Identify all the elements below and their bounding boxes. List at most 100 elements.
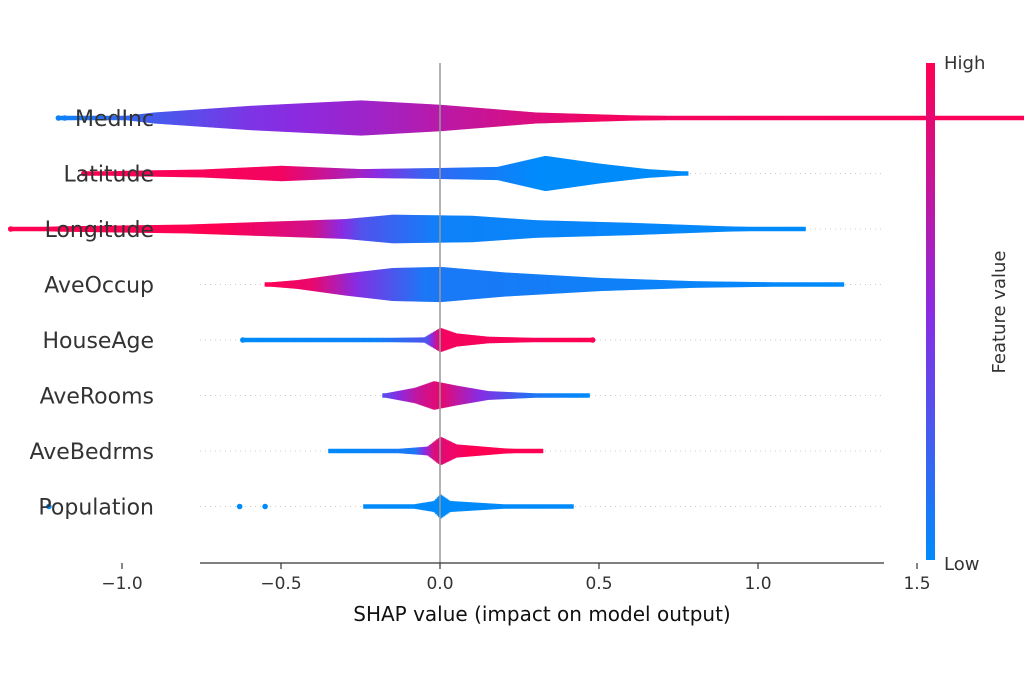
violin-slice [557,113,560,123]
violin-slice [601,222,604,236]
violin-slice [768,115,771,121]
violin-slice [362,271,365,298]
violin-slice [214,223,217,235]
violin-slice [164,224,167,234]
violin-slice [551,156,554,191]
violin-slice [321,167,324,180]
violin-slice [365,169,368,178]
violin-slice [429,333,432,347]
violin-slice [509,110,512,126]
violin-slice [302,337,305,343]
violin-slice [397,390,400,401]
violin-slice [962,115,965,121]
violin-slice [872,115,875,121]
violin-slice [474,269,477,300]
violin-slice [77,226,80,232]
violin-slice [266,105,269,131]
violin-slice [446,383,449,408]
violin-slice [425,383,428,408]
violin-slice [401,102,404,134]
violin-slice [78,115,81,121]
violin-slice [416,168,419,179]
violin-slice [37,226,40,232]
violin-slice [684,115,687,121]
violin-slice [60,115,63,121]
violin-slice [414,337,417,343]
violin-slice [612,114,615,122]
violin-slice [638,168,641,179]
violin-slice [396,504,399,509]
violin-slice [972,115,975,121]
violin-slice [390,168,393,179]
violin-slice [596,163,599,184]
violin-slice [574,221,577,237]
violin-slice [193,224,196,234]
violin-slice [92,115,95,121]
violin-slice [483,336,486,344]
violin-slice [597,114,600,122]
violin-slice [715,225,718,233]
violin-slice [582,276,585,293]
violin-slice [518,111,521,125]
violin-slice [683,171,686,176]
violin-slice [313,220,316,238]
violin-slice [448,500,451,513]
violin-slice [678,171,681,176]
violin-slice [819,282,822,287]
violin-slice [789,282,792,287]
violin-slice [116,225,119,233]
violin-slice [283,221,286,237]
violin-slice [566,276,569,293]
violin-slice [423,103,426,133]
outlier-point [46,503,52,510]
violin-slice [686,171,689,176]
violin-slice [106,225,109,233]
violin-slice [80,226,83,232]
violin-slice [579,276,582,293]
violin-slice [510,504,513,509]
violin-slice [549,156,552,191]
violin-slice [65,226,68,232]
violin-slice [415,387,418,404]
violin-slice [312,167,315,180]
violin-slice [505,218,508,240]
violin-slice [837,115,840,121]
violin-slice [491,108,494,128]
violin-slice [552,157,555,190]
violin-slice [126,115,129,121]
violin-slice [539,448,542,454]
violin-slice [470,167,473,180]
violin-slice [674,115,677,121]
violin-slice [759,282,762,287]
violin-slice [500,448,503,454]
violin-slice [487,503,490,510]
violin-slice [363,100,366,136]
violin-slice [470,269,473,300]
violin-slice [371,270,374,299]
violin-slice [317,220,320,238]
violin-slice [569,337,572,343]
violin-slice [449,167,452,180]
violin-slice [363,271,366,298]
violin-slice [588,277,591,292]
violin-slice [359,448,362,454]
violin-slice [340,219,343,239]
violin-slice [669,170,672,177]
violin-slice [461,268,464,301]
violin-slice [884,115,887,121]
violin-slice [986,115,989,121]
violin-slice [368,270,371,299]
violin-slice [828,115,831,121]
violin-slice [525,160,528,187]
violin-slice [87,115,90,121]
violin-slice [430,501,433,512]
violin-slice [556,504,559,509]
violin-slice [288,103,291,133]
violin-slice [519,273,522,296]
violin-slice [590,277,593,292]
violin-slice [445,383,448,408]
violin-slice [481,502,484,511]
violin-slice [613,222,616,236]
violin-slice [384,337,387,343]
violin-slice [350,448,353,454]
